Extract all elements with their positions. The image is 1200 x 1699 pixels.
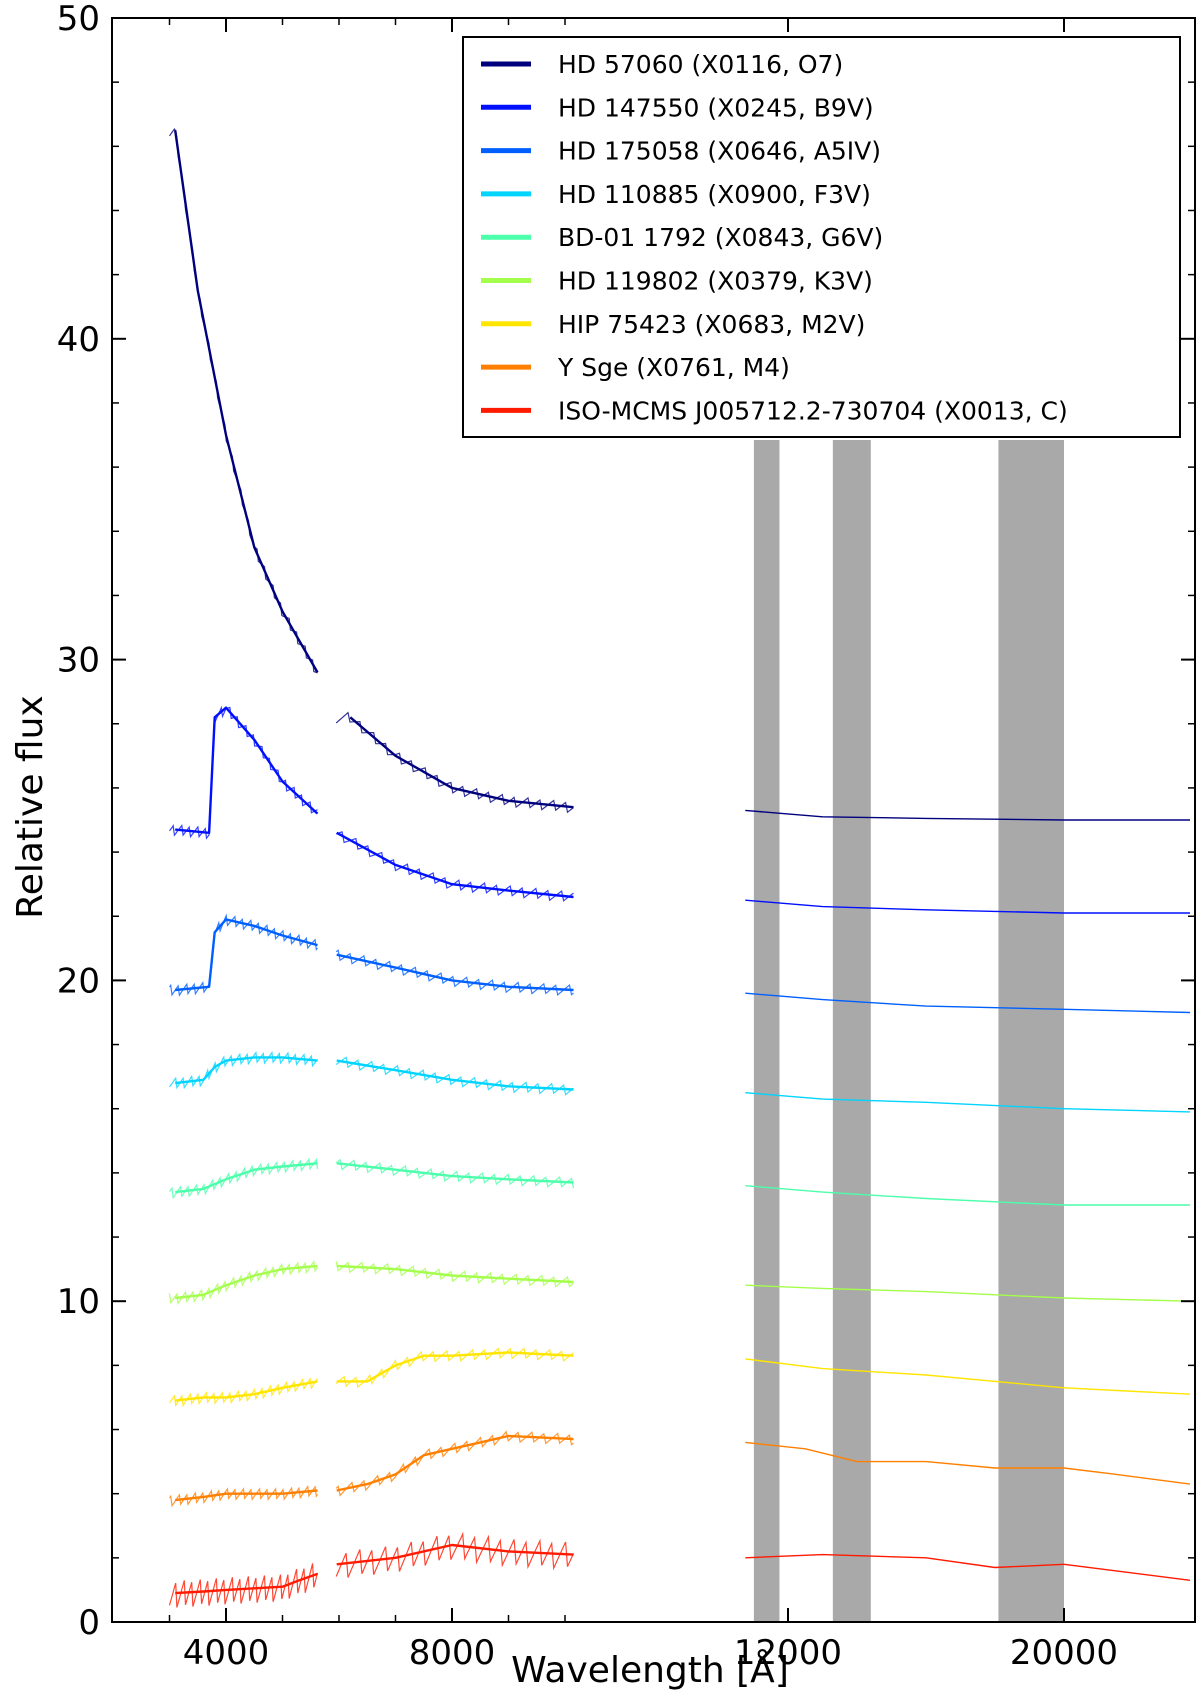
- shaded-bands: [753, 440, 1064, 1622]
- y-tick-label-0: 0: [78, 1603, 100, 1643]
- series-noise-7-seg-2: [335, 1347, 574, 1389]
- legend-label-8: Y Sge (X0761, M4): [557, 353, 790, 382]
- x-tick-label-12000: 12000: [734, 1633, 842, 1673]
- series-line-9-seg-2: [336, 1543, 574, 1566]
- legend-label-4: HD 110885 (X0900, F3V): [558, 180, 871, 209]
- series-line-9-seg-3: [745, 1553, 1191, 1581]
- series-noise-6-seg-1: [168, 1259, 318, 1305]
- x-tick-label-4000: 4000: [183, 1633, 270, 1673]
- series-4: [169, 1050, 1191, 1113]
- x-axis-label: Wavelength [Å]: [511, 1648, 789, 1691]
- legend-label-1: HD 57060 (X0116, O7): [558, 50, 843, 79]
- legend-label-3: HD 175058 (X0646, A5IV): [558, 137, 881, 166]
- series-3: [169, 913, 1191, 1014]
- legend-label-5: BD-01 1792 (X0843, G6V): [558, 223, 883, 252]
- axes: 0 10 20 30 40 50 4000 8000 12000 20000: [57, 0, 1196, 1673]
- series-8: [169, 1430, 1191, 1508]
- series-7: [169, 1347, 1191, 1408]
- series-noise-3-seg-1: [169, 913, 318, 997]
- series-noise-2-seg-1: [169, 705, 318, 840]
- series-6: [168, 1259, 1191, 1305]
- series-noise-1-seg-2: [335, 711, 574, 814]
- series-line-6-seg-3: [745, 1284, 1191, 1302]
- series-1: [169, 127, 1190, 821]
- plot-frame: [111, 17, 1196, 1623]
- legend: HD 57060 (X0116, O7) HD 147550 (X0245, B9…: [462, 36, 1181, 438]
- series-line-4-seg-3: [745, 1092, 1191, 1113]
- legend-label-9: ISO-MCMS J005712.2-730704 (X0013, C): [558, 396, 1068, 425]
- series-line-4-seg-2: [336, 1059, 574, 1091]
- legend-label-2: HD 147550 (X0245, B9V): [558, 93, 874, 122]
- series-line-8-seg-3: [745, 1441, 1191, 1485]
- legend-box: [462, 36, 1181, 438]
- y-tick-label-50: 50: [57, 0, 100, 39]
- series-noise-2-seg-2: [335, 831, 574, 902]
- shaded-band-1: [753, 440, 780, 1622]
- series-noise-8-seg-2: [335, 1430, 574, 1497]
- y-tick-label-30: 30: [57, 641, 100, 681]
- series-noise-3-seg-2: [335, 949, 574, 997]
- shaded-band-2: [832, 440, 871, 1622]
- series-9: [168, 1531, 1191, 1608]
- series-5: [169, 1157, 1190, 1206]
- series-line-5-seg-1: [175, 1162, 318, 1194]
- series-line-1-seg-3: [745, 809, 1190, 821]
- series-line-7-seg-2: [336, 1351, 574, 1383]
- series-noise-6-seg-2: [335, 1261, 574, 1288]
- y-tick-label-10: 10: [57, 1282, 100, 1322]
- y-axis-label: Relative flux: [10, 695, 51, 918]
- series-2: [169, 705, 1190, 914]
- x-tick-label-8000: 8000: [409, 1633, 496, 1673]
- shaded-band-3: [998, 440, 1064, 1622]
- series-line-7-seg-3: [745, 1358, 1191, 1395]
- series-noise-5-seg-2: [335, 1158, 575, 1189]
- series-line-2-seg-3: [745, 899, 1190, 914]
- legend-label-7: HIP 75423 (X0683, M2V): [558, 310, 865, 339]
- x-tick-label-20000: 20000: [1010, 1633, 1118, 1673]
- series-noise-9-seg-2: [335, 1531, 575, 1578]
- series-noise-7-seg-1: [169, 1377, 319, 1408]
- series-noise-5-seg-1: [169, 1157, 319, 1200]
- series-line-9-seg-1: [175, 1572, 318, 1595]
- y-tick-label-40: 40: [57, 320, 100, 360]
- y-tick-label-20: 20: [57, 961, 100, 1001]
- series-noise-8-seg-1: [169, 1484, 318, 1508]
- series-line-3-seg-3: [745, 992, 1191, 1014]
- series-line-5-seg-3: [745, 1185, 1190, 1206]
- series-noise-4-seg-2: [335, 1056, 574, 1096]
- series-layer: [168, 127, 1191, 1608]
- series-noise-9-seg-1: [168, 1563, 319, 1608]
- series-line-3-seg-1: [175, 918, 318, 992]
- legend-label-6: HD 119802 (X0379, K3V): [558, 267, 873, 296]
- series-noise-1-seg-1: [169, 127, 318, 674]
- series-noise-4-seg-1: [169, 1050, 318, 1090]
